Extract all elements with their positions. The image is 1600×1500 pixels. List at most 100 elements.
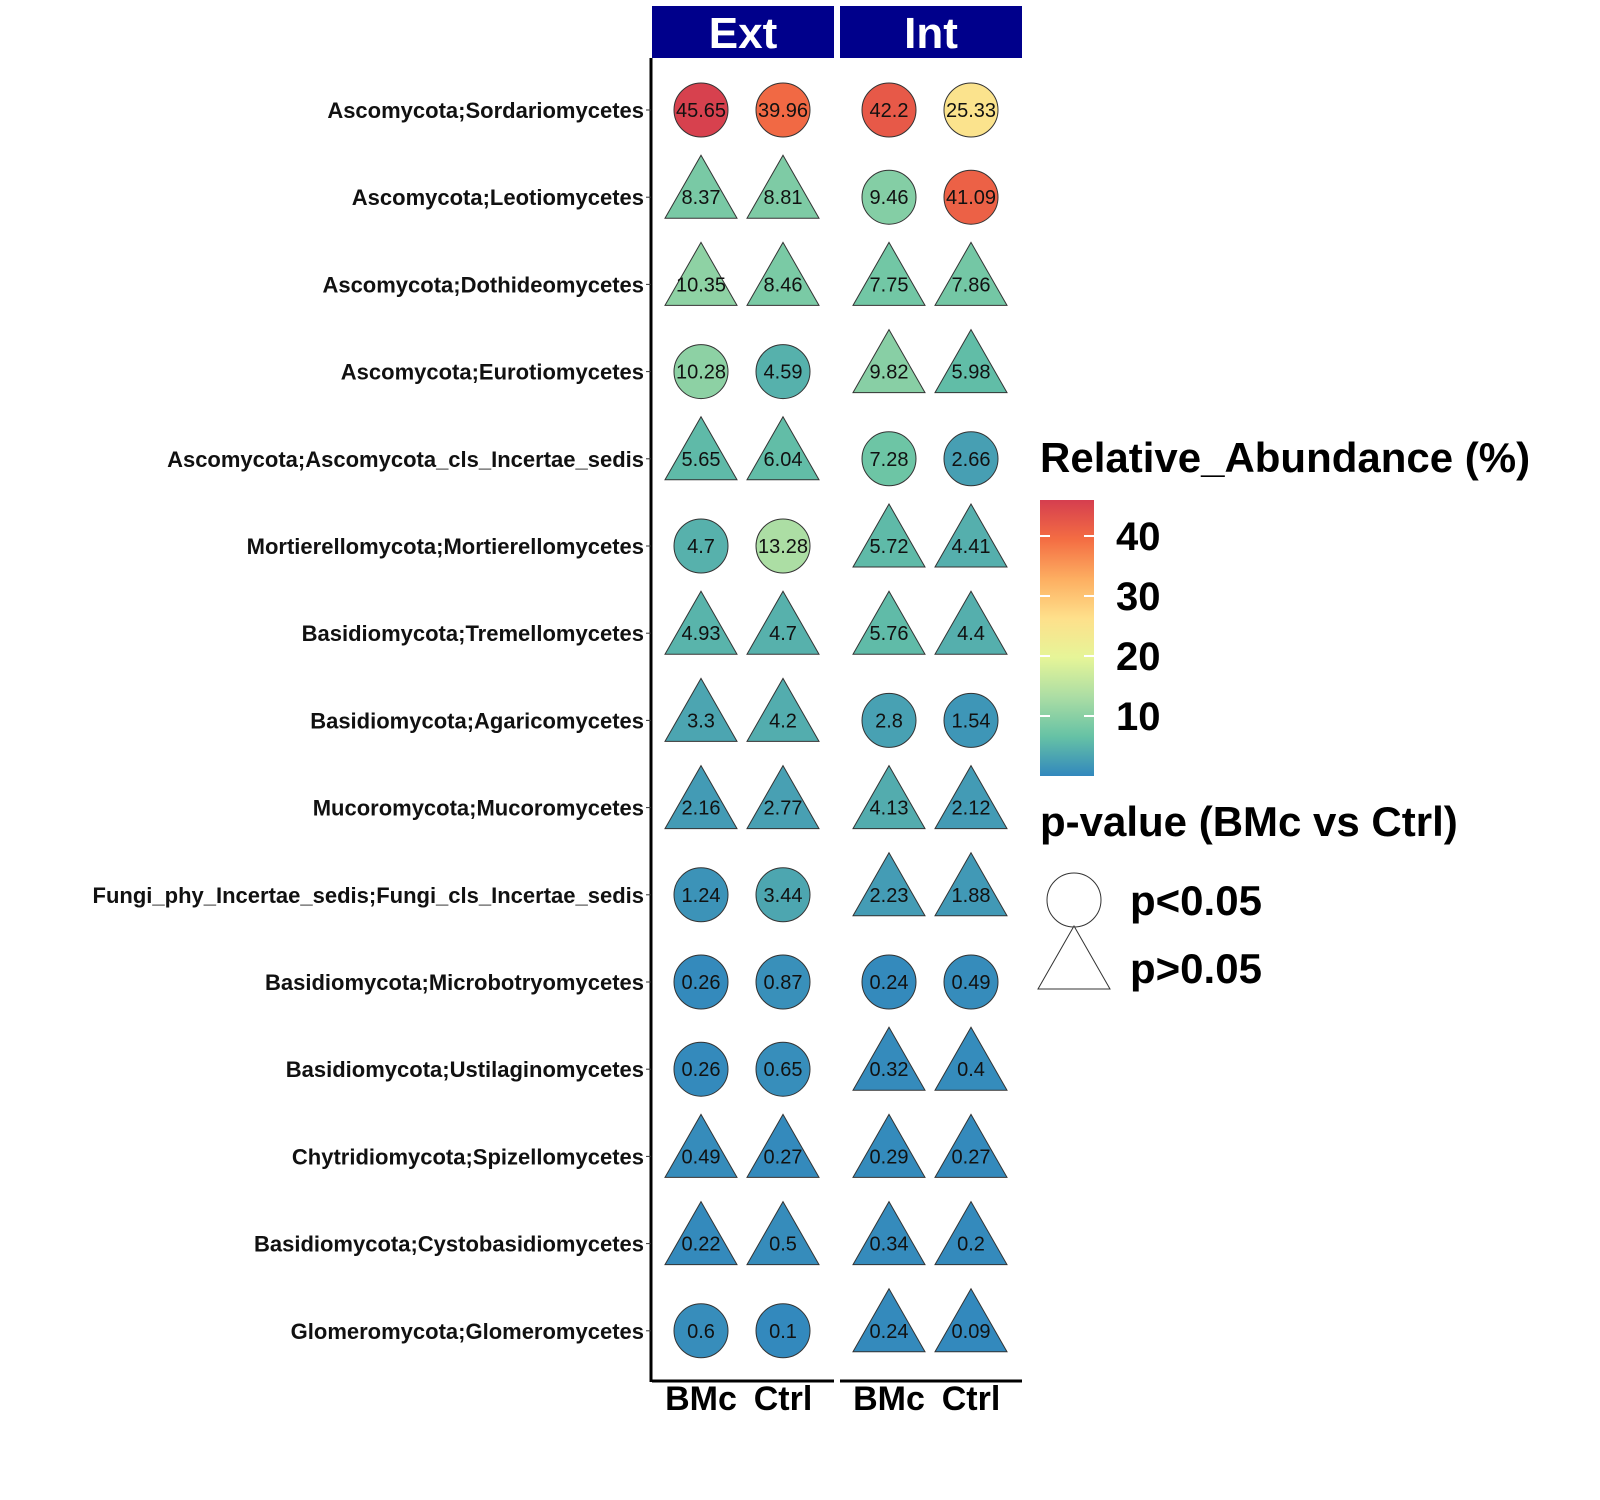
data-point-triangle [934,1200,1008,1266]
y-tick-label: Ascomycota;Leotiomycetes [352,185,644,210]
panels-layer: Ext BMc Ctrl Int BMc Ctrl [649,6,1022,1418]
data-point-triangle [852,1200,926,1266]
row-labels-layer: Ascomycota;Sordariomycetes Ascomycota;Leo… [93,98,651,1344]
data-point-triangle [852,851,926,917]
x-tick-label-int-bmc: BMc [853,1380,925,1418]
data-point-circle [755,518,811,574]
data-point-triangle [934,1113,1008,1178]
data-value-label: 4.4 [957,623,985,645]
data-point-circle [861,82,917,138]
y-tick-label: Mortierellomycota;Mortierellomycetes [247,534,644,559]
data-point-circle [943,431,999,487]
x-tick-label-ext-ctrl: Ctrl [754,1380,813,1418]
data-value-label: 41.09 [946,187,996,209]
data-point-triangle [934,328,1008,394]
data-point-circle [673,518,729,574]
data-value-label: 0.29 [870,1146,909,1168]
data-point-triangle [746,764,820,830]
data-point-triangle [746,154,820,219]
data-point-triangle [664,590,738,655]
data-point-circle [755,1303,811,1359]
data-point-triangle [746,415,820,481]
data-value-label: 2.16 [682,798,721,820]
data-value-label: 0.6 [687,1321,715,1343]
data-value-label: 4.93 [682,623,721,645]
data-point-triangle [664,1200,738,1266]
data-point-circle [861,169,917,225]
data-point-triangle [934,1026,1008,1091]
data-value-label: 7.86 [952,274,991,296]
data-value-label: 5.98 [952,362,991,384]
shape-legend-title: p-value (BMc vs Ctrl) [1040,798,1458,845]
y-tick-label: Basidiomycota;Cystobasidiomycetes [254,1232,644,1257]
data-point-triangle [664,241,738,306]
data-point-circle [755,954,811,1010]
data-point-circle [673,82,729,138]
data-value-label: 5.76 [870,623,909,645]
color-legend-title: Relative_Abundance (%) [1040,434,1530,481]
data-value-label: 5.72 [870,536,909,558]
data-point-triangle [664,1113,738,1178]
y-tick-label: Ascomycota;Sordariomycetes [327,98,644,123]
data-value-label: 0.09 [952,1321,991,1343]
data-value-label: 0.32 [870,1059,909,1081]
data-point-triangle [934,502,1008,568]
y-tick-label: Chytridiomycota;Spizellomycetes [292,1144,644,1169]
data-point-triangle [746,1113,820,1178]
data-point-triangle [852,1026,926,1091]
data-point-triangle [664,677,738,742]
data-point-triangle [852,502,926,568]
data-point-circle [755,82,811,138]
color-legend-tick-label: 20 [1116,635,1161,679]
y-tick-label: Basidiomycota;Agaricomycetes [310,708,644,733]
data-value-label: 0.27 [764,1146,803,1168]
y-tick-label: Basidiomycota;Tremellomycetes [302,621,644,646]
y-tick-label: Ascomycota;Eurotiomycetes [341,360,644,385]
data-value-label: 4.7 [769,623,797,645]
panel-strip-label-int: Int [904,9,958,58]
data-point-triangle [746,677,820,742]
data-value-label: 1.54 [952,710,991,732]
data-value-label: 4.13 [870,798,909,820]
data-value-label: 8.81 [764,187,803,209]
data-value-label: 6.04 [764,449,803,471]
data-point-circle [861,431,917,487]
x-tick-label-int-ctrl: Ctrl [942,1380,1001,1418]
y-tick-label: Basidiomycota;Ustilaginomycetes [286,1057,644,1082]
data-value-label: 2.77 [764,798,803,820]
y-tick-label: Glomeromycota;Glomeromycetes [291,1319,644,1344]
data-value-label: 0.4 [957,1059,985,1081]
y-tick-label: Fungi_phy_Incertae_sedis;Fungi_cls_Incer… [93,883,644,908]
data-value-label: 0.2 [957,1234,985,1256]
color-legend-tick-label: 10 [1116,695,1161,739]
shape-legend-label: p<0.05 [1130,877,1262,924]
data-point-circle [943,169,999,225]
data-point-circle [943,692,999,748]
data-value-label: 0.24 [870,972,909,994]
data-value-label: 1.24 [682,885,721,907]
y-tick-label: Mucoromycota;Mucoromycetes [313,796,644,821]
data-value-label: 3.44 [764,885,803,907]
data-point-triangle [852,1287,926,1353]
data-point-circle [755,867,811,923]
data-point-triangle [934,851,1008,917]
data-value-label: 1.88 [952,885,991,907]
data-value-label: 4.7 [687,536,715,558]
shape-legend-circle [1046,872,1102,928]
data-value-label: 39.96 [758,100,808,122]
data-value-label: 0.24 [870,1321,909,1343]
data-point-triangle [934,1287,1008,1353]
data-value-label: 7.28 [870,449,909,471]
data-value-label: 0.27 [952,1146,991,1168]
legend-layer: Relative_Abundance (%) 10 20 30 40 p-value (B… [1037,434,1530,992]
data-point-circle [755,344,811,400]
data-point-circle [673,344,729,400]
data-value-label: 10.28 [676,362,726,384]
data-value-label: 9.46 [870,187,909,209]
data-value-label: 2.12 [952,798,991,820]
color-legend-tick-label: 30 [1116,575,1161,619]
data-value-label: 9.82 [870,362,909,384]
panel-strip-label-ext: Ext [709,9,778,58]
panel-strip-ext [652,6,834,58]
